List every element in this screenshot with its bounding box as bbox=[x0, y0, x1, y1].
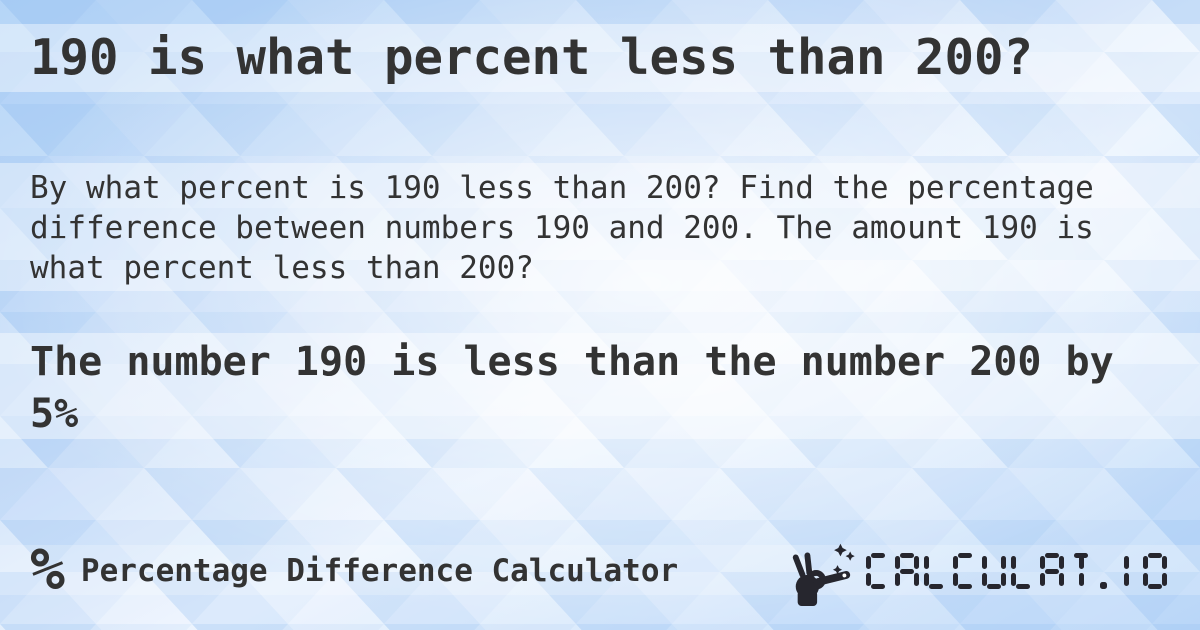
page-title: 190 is what percent less than 200? bbox=[30, 29, 1034, 86]
app-name: Percentage Difference Calculator bbox=[80, 553, 679, 589]
page-description: By what percent is 190 less than 200? Fi… bbox=[30, 170, 1094, 286]
percent-icon: % bbox=[30, 535, 65, 603]
highlight-band-description bbox=[0, 163, 1200, 291]
highlight-band-answer bbox=[0, 333, 1200, 439]
brand-wordmark bbox=[866, 552, 1172, 590]
app-branding: % Percentage Difference Calculator bbox=[30, 535, 679, 603]
answer-text: The number 190 is less than the number 2… bbox=[30, 339, 1114, 437]
magic-wand-hand-icon bbox=[792, 543, 855, 606]
calculatio-logo bbox=[786, 536, 1172, 606]
highlight-band-title bbox=[0, 24, 1200, 92]
footer: % Percentage Difference Calculator bbox=[30, 534, 1172, 608]
